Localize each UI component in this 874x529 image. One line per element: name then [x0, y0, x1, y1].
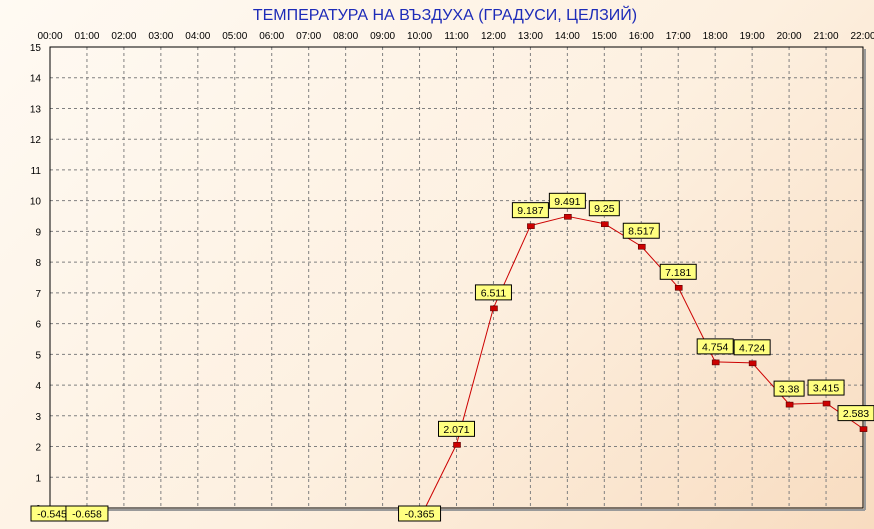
x-tick-label: 12:00: [481, 31, 506, 42]
data-label: -0.545: [37, 509, 67, 521]
x-tick-label: 00:00: [37, 31, 62, 42]
x-tick-label: 20:00: [777, 31, 802, 42]
data-label: 4.754: [702, 341, 728, 353]
y-tick-label: 2: [35, 443, 41, 454]
y-tick-label: 13: [30, 104, 42, 115]
x-tick-label: 19:00: [740, 31, 765, 42]
data-marker: [711, 359, 720, 366]
x-tick-label: 04:00: [185, 31, 210, 42]
data-label-box: [807, 379, 845, 396]
data-label: 2.583: [843, 408, 869, 420]
y-tick-label: 7: [35, 289, 41, 300]
y-tick-label: 5: [35, 350, 41, 361]
x-tick-label: 03:00: [148, 31, 173, 42]
data-marker: [785, 401, 794, 408]
x-tick-label: 05:00: [222, 31, 247, 42]
x-tick-label: 09:00: [370, 31, 395, 42]
plot-frame: [49, 46, 864, 509]
x-tick-label: 15:00: [592, 31, 617, 42]
axes: [49, 46, 866, 511]
y-tick-label: 1: [35, 473, 41, 484]
data-label: -0.365: [405, 509, 435, 521]
data-label-box: [659, 263, 697, 280]
data-label-box: [622, 222, 660, 239]
grid-lines: [50, 47, 863, 508]
x-tick-label: 21:00: [814, 31, 839, 42]
data-label: 9.491: [554, 196, 580, 208]
x-tick-label: 08:00: [333, 31, 358, 42]
series-line-segment: [715, 361, 753, 364]
x-tick-label: 14:00: [555, 31, 580, 42]
x-tick-label: 01:00: [74, 31, 99, 42]
data-label: -0.658: [72, 509, 102, 521]
data-marker: [564, 214, 572, 220]
data-label-box: [837, 405, 874, 422]
y-tick-label: 3: [35, 412, 41, 423]
data-marker: [859, 426, 868, 432]
x-tick-label: 10:00: [407, 31, 432, 42]
y-tick-label: 15: [30, 43, 42, 54]
data-label: 4.724: [739, 342, 765, 354]
series-line-segment: [567, 215, 605, 225]
x-tick-label: 06:00: [259, 31, 284, 42]
data-label-box: [773, 380, 805, 397]
data-marker: [674, 285, 683, 291]
data-label-box: [733, 339, 771, 356]
data-label-box: [398, 505, 442, 522]
y-tick-label: 9: [35, 227, 41, 238]
x-tick-label: 02:00: [111, 31, 136, 42]
x-tick-label: 17:00: [666, 31, 691, 42]
temperature-series: [46, 214, 868, 512]
x-tick-label: 22:00: [850, 31, 874, 42]
data-label-box: [588, 200, 620, 217]
series-line-segment: [530, 215, 568, 227]
data-label-box: [511, 202, 549, 219]
data-label: 9.25: [594, 203, 615, 215]
data-marker: [748, 360, 757, 367]
data-label: 3.415: [813, 383, 839, 395]
data-marker: [822, 400, 831, 407]
y-tick-label: 12: [30, 135, 42, 146]
x-tick-label: 13:00: [518, 31, 543, 42]
x-tick-labels: 00:00 01:00 02:00 03:00 04:00 05:00 06:00 07:00…: [37, 31, 874, 42]
x-tick-label: 18:00: [703, 31, 728, 42]
chart-title: ТЕМПЕРАТУРА НА ВЪЗДУХА (ГРАДУСИ, ЦЕЛЗИЙ): [253, 5, 637, 24]
data-label-box: [474, 284, 512, 301]
data-marker: [601, 221, 609, 228]
data-label: 6.511: [481, 287, 507, 299]
data-label-box: [696, 338, 734, 355]
x-tick-label: 11:00: [444, 31, 469, 42]
data-label-box: [65, 505, 109, 522]
data-label: 3.38: [779, 384, 800, 396]
data-label: 7.181: [665, 267, 691, 279]
data-label: 2.071: [443, 424, 469, 436]
series-line-segment: [424, 444, 457, 509]
series-line-segment: [789, 402, 827, 405]
data-marker: [527, 223, 535, 229]
data-labels: -0.545 -0.658 -0.365 2.071 6.511 9.187 9.491 9.…: [30, 192, 874, 522]
data-label-box: [438, 420, 475, 437]
series-line-segment: [751, 362, 790, 405]
y-tick-label: 14: [30, 74, 42, 85]
y-tick-label: 10: [30, 197, 42, 208]
y-tick-label: 6: [35, 320, 41, 331]
y-tick-label: 4: [35, 381, 41, 392]
y-tick-label: 11: [31, 166, 42, 177]
data-label: 9.187: [517, 205, 543, 217]
y-tick-label: 8: [35, 258, 41, 269]
data-label: 8.517: [628, 226, 654, 238]
data-label-box: [548, 192, 586, 209]
data-marker: [490, 305, 498, 312]
x-tick-label: 16:00: [629, 31, 654, 42]
x-tick-label: 07:00: [296, 31, 321, 42]
data-marker: [637, 243, 646, 250]
data-marker: [453, 442, 461, 448]
